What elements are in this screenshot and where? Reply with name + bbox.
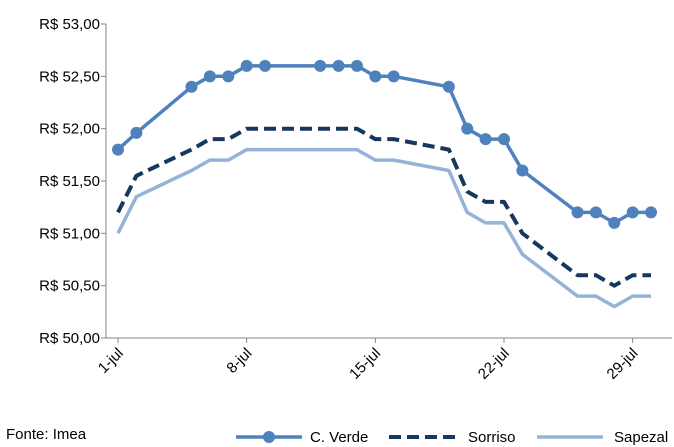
data-point bbox=[589, 206, 602, 219]
source-note: Fonte: Imea bbox=[6, 426, 87, 443]
legend-marker bbox=[263, 431, 275, 443]
y-tick-label: R$ 53,00 bbox=[39, 16, 100, 33]
chart-axes bbox=[105, 24, 672, 339]
x-tick-label: 15-jul bbox=[346, 345, 384, 383]
legend-label: Sorriso bbox=[468, 429, 516, 446]
data-point bbox=[516, 164, 529, 177]
x-axis-ticks: 1-jul 8-jul 15-jul 22-jul 29-jul bbox=[95, 338, 642, 383]
data-point bbox=[571, 206, 584, 219]
legend-label: Sapezal bbox=[614, 429, 668, 446]
data-point bbox=[442, 80, 455, 93]
data-point bbox=[314, 59, 327, 72]
chart-legend: C. Verde Sorriso Sapezal bbox=[236, 429, 668, 446]
data-point bbox=[479, 133, 492, 146]
data-point bbox=[369, 70, 382, 83]
data-point bbox=[350, 59, 363, 72]
data-point bbox=[645, 206, 658, 219]
y-tick-label: R$ 50,50 bbox=[39, 278, 100, 295]
y-tick-label: R$ 51,00 bbox=[39, 225, 100, 242]
data-point bbox=[112, 143, 124, 156]
data-point bbox=[185, 80, 198, 93]
legend-label: C. Verde bbox=[310, 429, 368, 446]
data-point bbox=[332, 59, 345, 72]
x-tick-label: 8-jul bbox=[223, 345, 255, 377]
data-point bbox=[608, 216, 621, 229]
data-point bbox=[130, 126, 143, 139]
y-tick-label: R$ 50,00 bbox=[39, 330, 100, 347]
series-line-sapezal bbox=[116, 147, 651, 309]
chart-series bbox=[112, 59, 658, 309]
data-point bbox=[222, 70, 235, 83]
y-tick-label: R$ 51,50 bbox=[39, 173, 100, 190]
data-point bbox=[203, 70, 216, 83]
series-line-c-verde bbox=[116, 64, 651, 225]
data-point bbox=[461, 122, 474, 135]
x-tick-label: 29-jul bbox=[604, 345, 642, 383]
data-point bbox=[387, 70, 400, 83]
data-point bbox=[259, 59, 272, 72]
data-point bbox=[626, 206, 639, 219]
y-tick-label: R$ 52,50 bbox=[39, 68, 100, 85]
series-line-sorriso bbox=[116, 126, 651, 288]
x-tick-label: 22-jul bbox=[475, 345, 513, 383]
data-point bbox=[498, 133, 510, 146]
x-tick-label: 1-jul bbox=[95, 345, 127, 377]
y-tick-label: R$ 52,00 bbox=[39, 121, 100, 138]
data-point bbox=[240, 59, 253, 72]
y-axis-ticks: R$ 50,00 R$ 50,50 R$ 51,00 R$ 51,50 R$ 52,00… bbox=[39, 16, 106, 347]
